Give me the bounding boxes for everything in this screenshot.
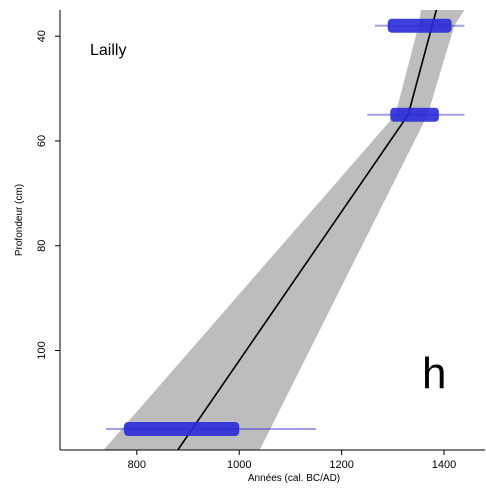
- x-axis-title: Années (cal. BC/AD): [248, 473, 340, 484]
- x-tick-label-1400: 1400: [432, 459, 456, 471]
- date-density-2: [390, 107, 439, 122]
- plot-area: [103, 10, 465, 450]
- y-tick-label-40: 40: [36, 30, 48, 42]
- date-density-1: [387, 18, 452, 33]
- axes: 800 1000 1200 1400 40 60 80 100: [36, 10, 485, 471]
- y-tick-label-60: 60: [36, 135, 48, 147]
- y-tick-label-100: 100: [36, 341, 48, 359]
- plot-content: [103, 10, 465, 450]
- confidence-envelope: [103, 10, 465, 450]
- x-tick-label-1200: 1200: [329, 459, 353, 471]
- panel-letter: h: [422, 349, 446, 398]
- x-tick-label-800: 800: [128, 459, 146, 471]
- date-density-3: [124, 422, 240, 437]
- y-tick-label-80: 80: [36, 240, 48, 252]
- y-axis-title: Profondeur (cm): [14, 184, 25, 256]
- x-tick-label-1000: 1000: [227, 459, 251, 471]
- site-label: Lailly: [90, 42, 126, 59]
